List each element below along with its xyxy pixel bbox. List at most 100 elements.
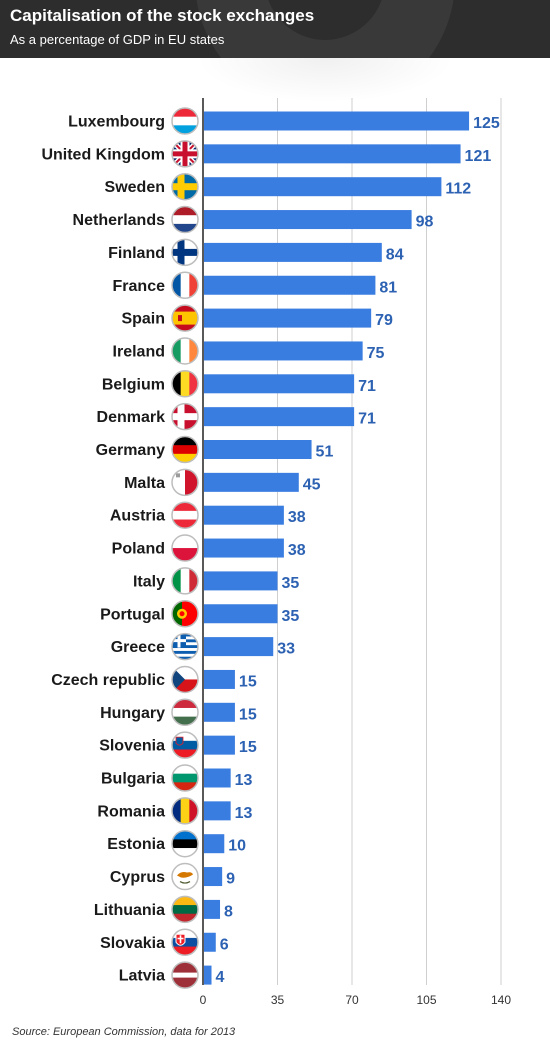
bar [204,472,299,492]
malta-flag-icon [172,469,198,496]
x-tick-label: 35 [271,993,285,1007]
flag-rim [171,764,199,792]
bar [204,801,231,821]
x-tick-label: 140 [491,993,511,1007]
italy-flag-icon [172,567,198,594]
bar [204,111,470,131]
country-label: Lithuania [94,902,165,919]
value-label: 15 [239,739,257,756]
bulgaria-flag-icon [172,765,198,791]
value-label: 33 [277,641,295,658]
country-label: Slovakia [100,935,165,952]
country-label: Cyprus [110,869,165,886]
gridlines [277,98,502,985]
bar [204,242,382,262]
value-label: 38 [288,509,306,526]
value-label: 38 [288,542,306,559]
value-label: 15 [239,673,257,690]
bar [204,867,223,887]
bar [204,735,235,755]
bar [204,571,278,591]
flag-rim [171,435,199,464]
flag-rim [171,337,199,365]
flag-rim [171,961,199,989]
value-label: 51 [316,444,334,461]
flag-rim [171,370,199,398]
slovakia-flag-icon [172,929,198,956]
flag-rim [171,698,199,727]
flag-rim [171,731,199,759]
hungary-flag-icon [172,699,198,726]
country-label: Germany [96,442,165,459]
flag-rim [171,567,199,595]
country-label: Italy [133,573,165,590]
country-label: Denmark [97,409,166,426]
country-label: Romania [97,803,165,820]
bar [204,637,274,657]
watermark-shadow [195,58,455,103]
flag-rim [171,895,199,924]
value-label: 15 [239,706,257,723]
luxembourg-flag-icon [172,108,198,134]
country-label: Finland [108,245,165,262]
value-label: 45 [303,476,321,493]
flag-rim [171,665,199,694]
flag-rim [171,928,199,956]
flag-rim [171,534,199,562]
country-label: Latvia [119,968,165,985]
flag-rim [171,501,199,529]
value-label: 71 [358,411,376,428]
bar [204,210,412,230]
flag-rim [171,304,199,332]
bar [204,177,442,197]
flag-rim [171,172,199,201]
value-label: 125 [473,115,500,132]
chart-subtitle: As a percentage of GDP in EU states [10,32,225,47]
flag-rim [171,238,199,267]
country-label: Spain [121,311,165,328]
source-note: Source: European Commission, data for 20… [12,1026,236,1038]
netherlands-flag-icon [172,206,198,233]
belgium-flag-icon [172,370,198,397]
country-label: Sweden [105,179,165,196]
bar [204,834,225,854]
bar-chart: 0 35 70 105 140 Luxembourg 125 United Kingdom 12… [41,98,511,1007]
flag-rim [171,862,199,891]
x-tick-label: 105 [416,993,436,1007]
bar [204,768,231,788]
chart-header: Capitalisation of the stock exchanges As… [0,0,550,58]
value-label: 121 [465,148,492,165]
flag-rim [171,600,199,628]
bar [204,374,355,394]
germany-flag-icon [172,436,198,463]
country-label: Luxembourg [68,114,165,131]
bar [204,538,284,558]
country-label: Greece [111,639,165,656]
austria-flag-icon [172,502,198,529]
value-label: 8 [224,903,233,920]
poland-flag-icon [172,535,198,562]
value-label: 10 [228,838,246,855]
country-label: Estonia [107,836,165,853]
value-label: 79 [375,312,393,329]
flag-rim [171,205,199,234]
bar [204,144,461,164]
value-label: 84 [386,246,404,263]
estonia-flag-icon [172,830,198,857]
lithuania-flag-icon [172,896,198,923]
country-label: Poland [112,541,165,558]
value-label: 81 [379,279,397,296]
country-label: Belgium [102,376,165,393]
country-label: Bulgaria [101,771,165,788]
value-label: 35 [282,608,300,625]
bar [204,604,278,624]
bar [204,407,355,427]
romania-flag-icon [172,797,198,824]
france-flag-icon [172,272,198,299]
bar [204,965,212,985]
value-label: 35 [282,575,300,592]
country-label: Austria [110,508,165,525]
czech-republic-flag-icon [172,666,198,693]
country-label: Slovenia [99,738,165,755]
value-label: 75 [367,345,385,362]
